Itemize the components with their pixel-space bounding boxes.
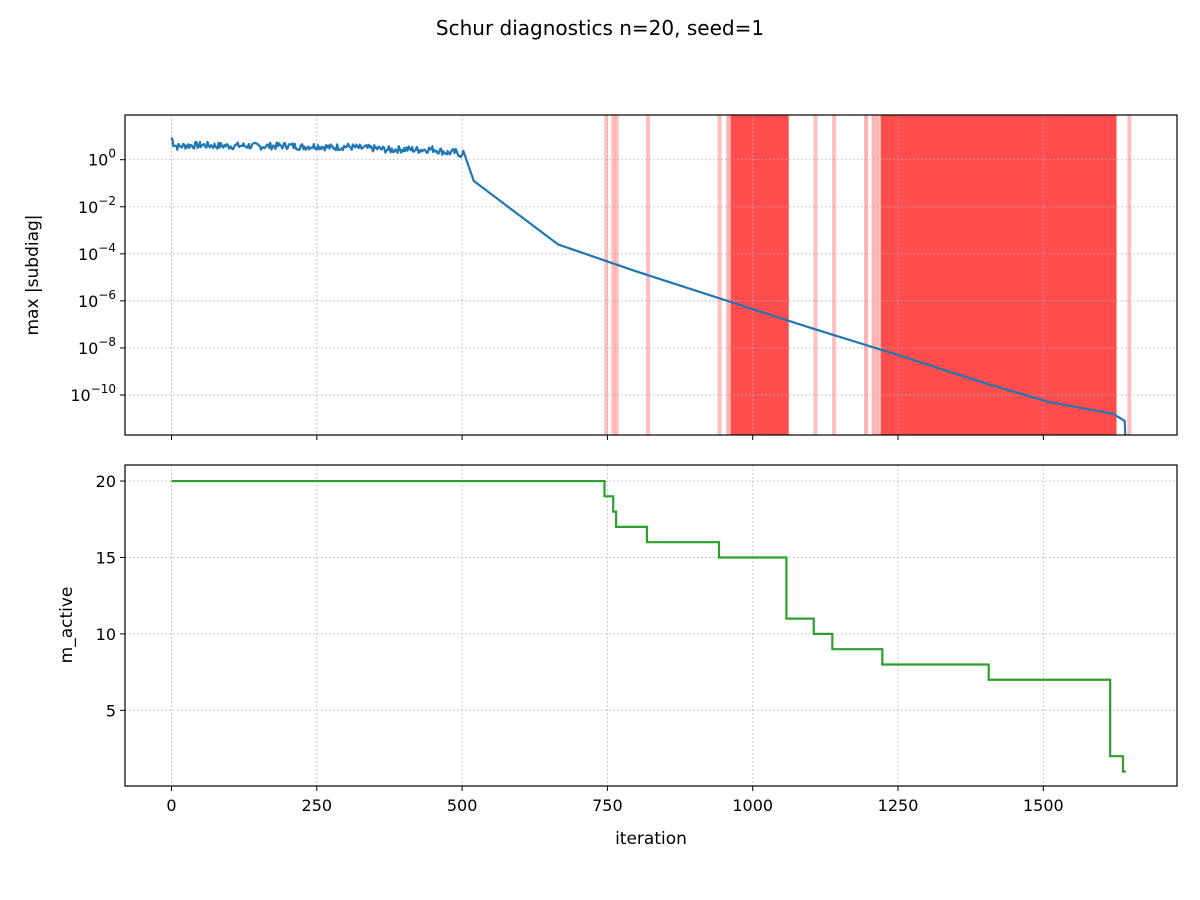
y-tick-label: 10−2	[78, 194, 116, 217]
top-y-axis-label: max |subdiag|	[23, 214, 43, 335]
bottom-y-axis-label: m_active	[57, 587, 77, 664]
active-count-line	[171, 479, 1126, 773]
x-tick-label: 250	[302, 796, 333, 815]
deflation-band	[880, 115, 1117, 435]
x-axis-label: iteration	[615, 829, 687, 849]
deflation-band	[730, 115, 789, 435]
y-tick-label: 10−10	[70, 382, 116, 405]
subdiag-plot: 100 10−2 10−4 10−6 10−8 10−10 max |subdiag|	[23, 114, 1178, 440]
subdiag-series	[170, 137, 1127, 435]
x-tick-label: 0	[166, 796, 176, 815]
y-tick-label: 5	[106, 701, 116, 720]
x-tick-label: 1500	[1023, 796, 1064, 815]
deflation-marker	[614, 115, 619, 435]
y-tick-label: 10	[96, 625, 116, 644]
top-gridlines	[125, 115, 1177, 435]
subdiag-line	[170, 137, 1127, 435]
deflation-marker	[604, 115, 609, 435]
deflation-marker	[717, 115, 722, 435]
x-tick-label: 1000	[732, 796, 773, 815]
deflation-markers	[604, 115, 1132, 435]
x-tick-label: 500	[447, 796, 478, 815]
y-tick-label: 100	[88, 147, 116, 170]
bottom-x-ticks: 0 250 500 750 1000 1250 1500	[166, 786, 1064, 815]
deflation-marker	[611, 115, 616, 435]
deflation-marker	[726, 115, 731, 435]
deflation-marker	[832, 115, 837, 435]
top-y-ticks: 100 10−2 10−4 10−6 10−8 10−10	[70, 147, 125, 405]
y-tick-label: 10−8	[78, 335, 116, 358]
deflation-marker	[875, 115, 880, 435]
y-tick-label: 20	[96, 472, 116, 491]
y-tick-label: 15	[96, 548, 116, 567]
deflation-marker	[871, 115, 876, 435]
y-tick-label: 10−4	[78, 241, 116, 264]
active-count-series	[171, 479, 1126, 773]
x-tick-label: 1250	[878, 796, 919, 815]
bottom-gridlines	[125, 465, 1177, 786]
bottom-y-ticks: 5 10 15 20	[96, 472, 125, 720]
bottom-axes-frame	[124, 464, 1178, 787]
deflation-marker	[864, 115, 869, 435]
top-x-ticks	[170, 435, 1044, 440]
figure-title: Schur diagnostics n=20, seed=1	[435, 16, 765, 40]
y-tick-label: 10−6	[78, 288, 116, 311]
deflation-marker	[1127, 115, 1132, 435]
x-tick-label: 750	[592, 796, 623, 815]
deflation-marker	[813, 115, 818, 435]
top-axes-frame	[124, 114, 1178, 436]
